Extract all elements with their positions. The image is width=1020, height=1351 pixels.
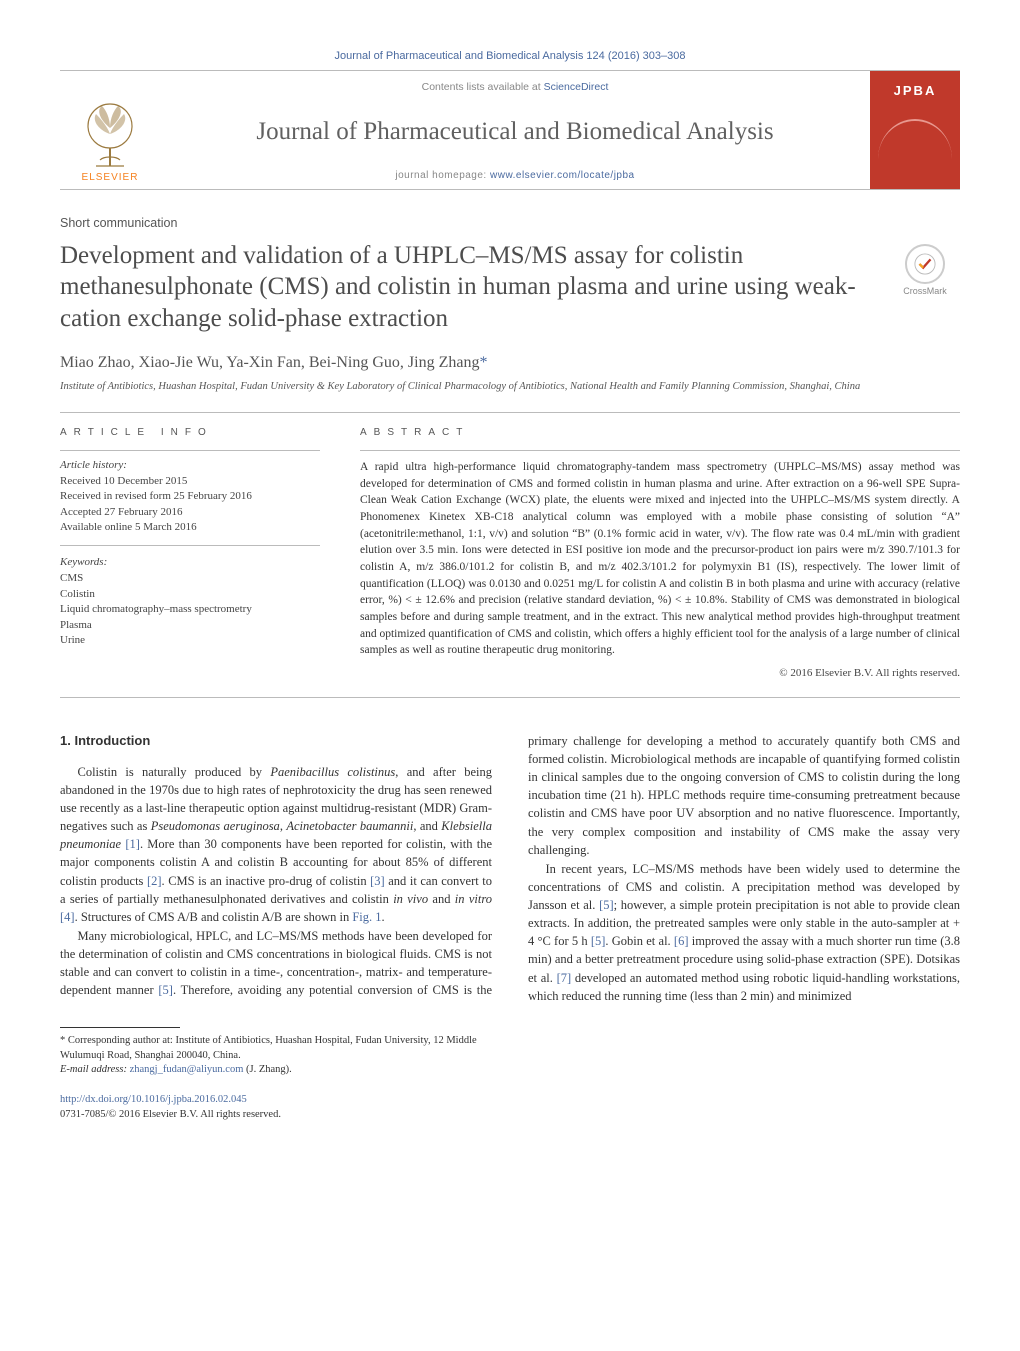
publisher-logo-block: ELSEVIER — [60, 71, 160, 189]
abstract-heading: abstract — [360, 427, 960, 438]
homepage-line: journal homepage: www.elsevier.com/locat… — [395, 170, 634, 181]
history-line: Received in revised form 25 February 201… — [60, 489, 320, 504]
body-paragraph: In recent years, LC–MS/MS methods have b… — [528, 860, 960, 1005]
cover-acronym: JPBA — [894, 83, 937, 98]
crossmark-icon — [914, 253, 936, 275]
article-info-column: article info Article history: Received 1… — [60, 427, 320, 679]
history-line: Received 10 December 2015 — [60, 474, 320, 489]
cover-wave-decoration — [878, 119, 952, 159]
abstract-copyright: © 2016 Elsevier B.V. All rights reserved… — [360, 667, 960, 679]
ref-link-1[interactable]: [1] — [125, 837, 140, 851]
abstract-text: A rapid ultra high-performance liquid ch… — [360, 459, 960, 659]
email-label: E-mail address: — [60, 1064, 127, 1075]
abstract-column: abstract A rapid ultra high-performance … — [360, 427, 960, 679]
divider — [60, 697, 960, 698]
history-line: Available online 5 March 2016 — [60, 520, 320, 535]
elsevier-tree-icon — [82, 100, 138, 170]
keywords-block: Keywords: CMS Colistin Liquid chromatogr… — [60, 556, 320, 658]
keyword: Urine — [60, 633, 320, 648]
journal-reference-line: Journal of Pharmaceutical and Biomedical… — [60, 50, 960, 62]
article-history-block: Article history: Received 10 December 20… — [60, 450, 320, 547]
email-link[interactable]: zhangj_fudan@aliyun.com — [130, 1064, 244, 1075]
crossmark-badge[interactable]: CrossMark — [890, 244, 960, 296]
footnotes: * Corresponding author at: Institute of … — [60, 1034, 490, 1078]
contents-line: Contents lists available at ScienceDirec… — [422, 81, 609, 93]
section-heading-intro: 1. Introduction — [60, 732, 492, 751]
doi-block: http://dx.doi.org/10.1016/j.jpba.2016.02… — [60, 1092, 960, 1122]
ref-link-3[interactable]: [3] — [370, 874, 385, 888]
issn-copyright: 0731-7085/© 2016 Elsevier B.V. All right… — [60, 1109, 281, 1120]
authors-text: Miao Zhao, Xiao-Jie Wu, Ya-Xin Fan, Bei-… — [60, 354, 479, 371]
keywords-head: Keywords: — [60, 556, 320, 568]
contents-prefix: Contents lists available at — [422, 81, 544, 93]
article-title: Development and validation of a UHPLC–MS… — [60, 240, 880, 334]
history-head: Article history: — [60, 459, 320, 471]
corresponding-footnote: * Corresponding author at: Institute of … — [60, 1034, 490, 1063]
article-type: Short communication — [60, 216, 960, 230]
divider — [60, 412, 960, 413]
keyword: Plasma — [60, 618, 320, 633]
journal-header: ELSEVIER Contents lists available at Sci… — [60, 70, 960, 190]
ref-link-4[interactable]: [4] — [60, 910, 75, 924]
journal-cover-thumb: JPBA — [870, 71, 960, 189]
ref-link-5[interactable]: [5] — [158, 983, 173, 997]
keyword: CMS — [60, 571, 320, 586]
crossmark-label: CrossMark — [903, 286, 947, 296]
journal-name: Journal of Pharmaceutical and Biomedical… — [256, 118, 773, 146]
journal-mid: Contents lists available at ScienceDirec… — [160, 71, 870, 189]
ref-link-7[interactable]: [7] — [557, 971, 572, 985]
authors-line: Miao Zhao, Xiao-Jie Wu, Ya-Xin Fan, Bei-… — [60, 354, 960, 372]
corresponding-marker[interactable]: * — [479, 354, 487, 371]
keyword: Colistin — [60, 587, 320, 602]
affiliation: Institute of Antibiotics, Huashan Hospit… — [60, 380, 960, 394]
homepage-link[interactable]: www.elsevier.com/locate/jpba — [490, 170, 635, 181]
body-paragraph: Colistin is naturally produced by Paenib… — [60, 763, 492, 926]
body-columns: 1. Introduction Colistin is naturally pr… — [60, 732, 960, 1005]
homepage-prefix: journal homepage: — [395, 170, 490, 181]
footnote-separator — [60, 1027, 180, 1028]
ref-link-5b[interactable]: [5] — [599, 898, 614, 912]
sciencedirect-link[interactable]: ScienceDirect — [544, 81, 609, 93]
publisher-name: ELSEVIER — [82, 172, 139, 183]
article-info-heading: article info — [60, 427, 320, 438]
email-footnote: E-mail address: zhangj_fudan@aliyun.com … — [60, 1063, 490, 1078]
fig-link-1[interactable]: Fig. 1 — [352, 910, 381, 924]
ref-link-6[interactable]: [6] — [674, 934, 689, 948]
ref-link-5c[interactable]: [5] — [591, 934, 606, 948]
history-line: Accepted 27 February 2016 — [60, 505, 320, 520]
keyword: Liquid chromatography–mass spectrometry — [60, 602, 320, 617]
doi-link[interactable]: http://dx.doi.org/10.1016/j.jpba.2016.02… — [60, 1094, 247, 1105]
email-who: (J. Zhang). — [246, 1064, 292, 1075]
ref-link-2[interactable]: [2] — [147, 874, 162, 888]
